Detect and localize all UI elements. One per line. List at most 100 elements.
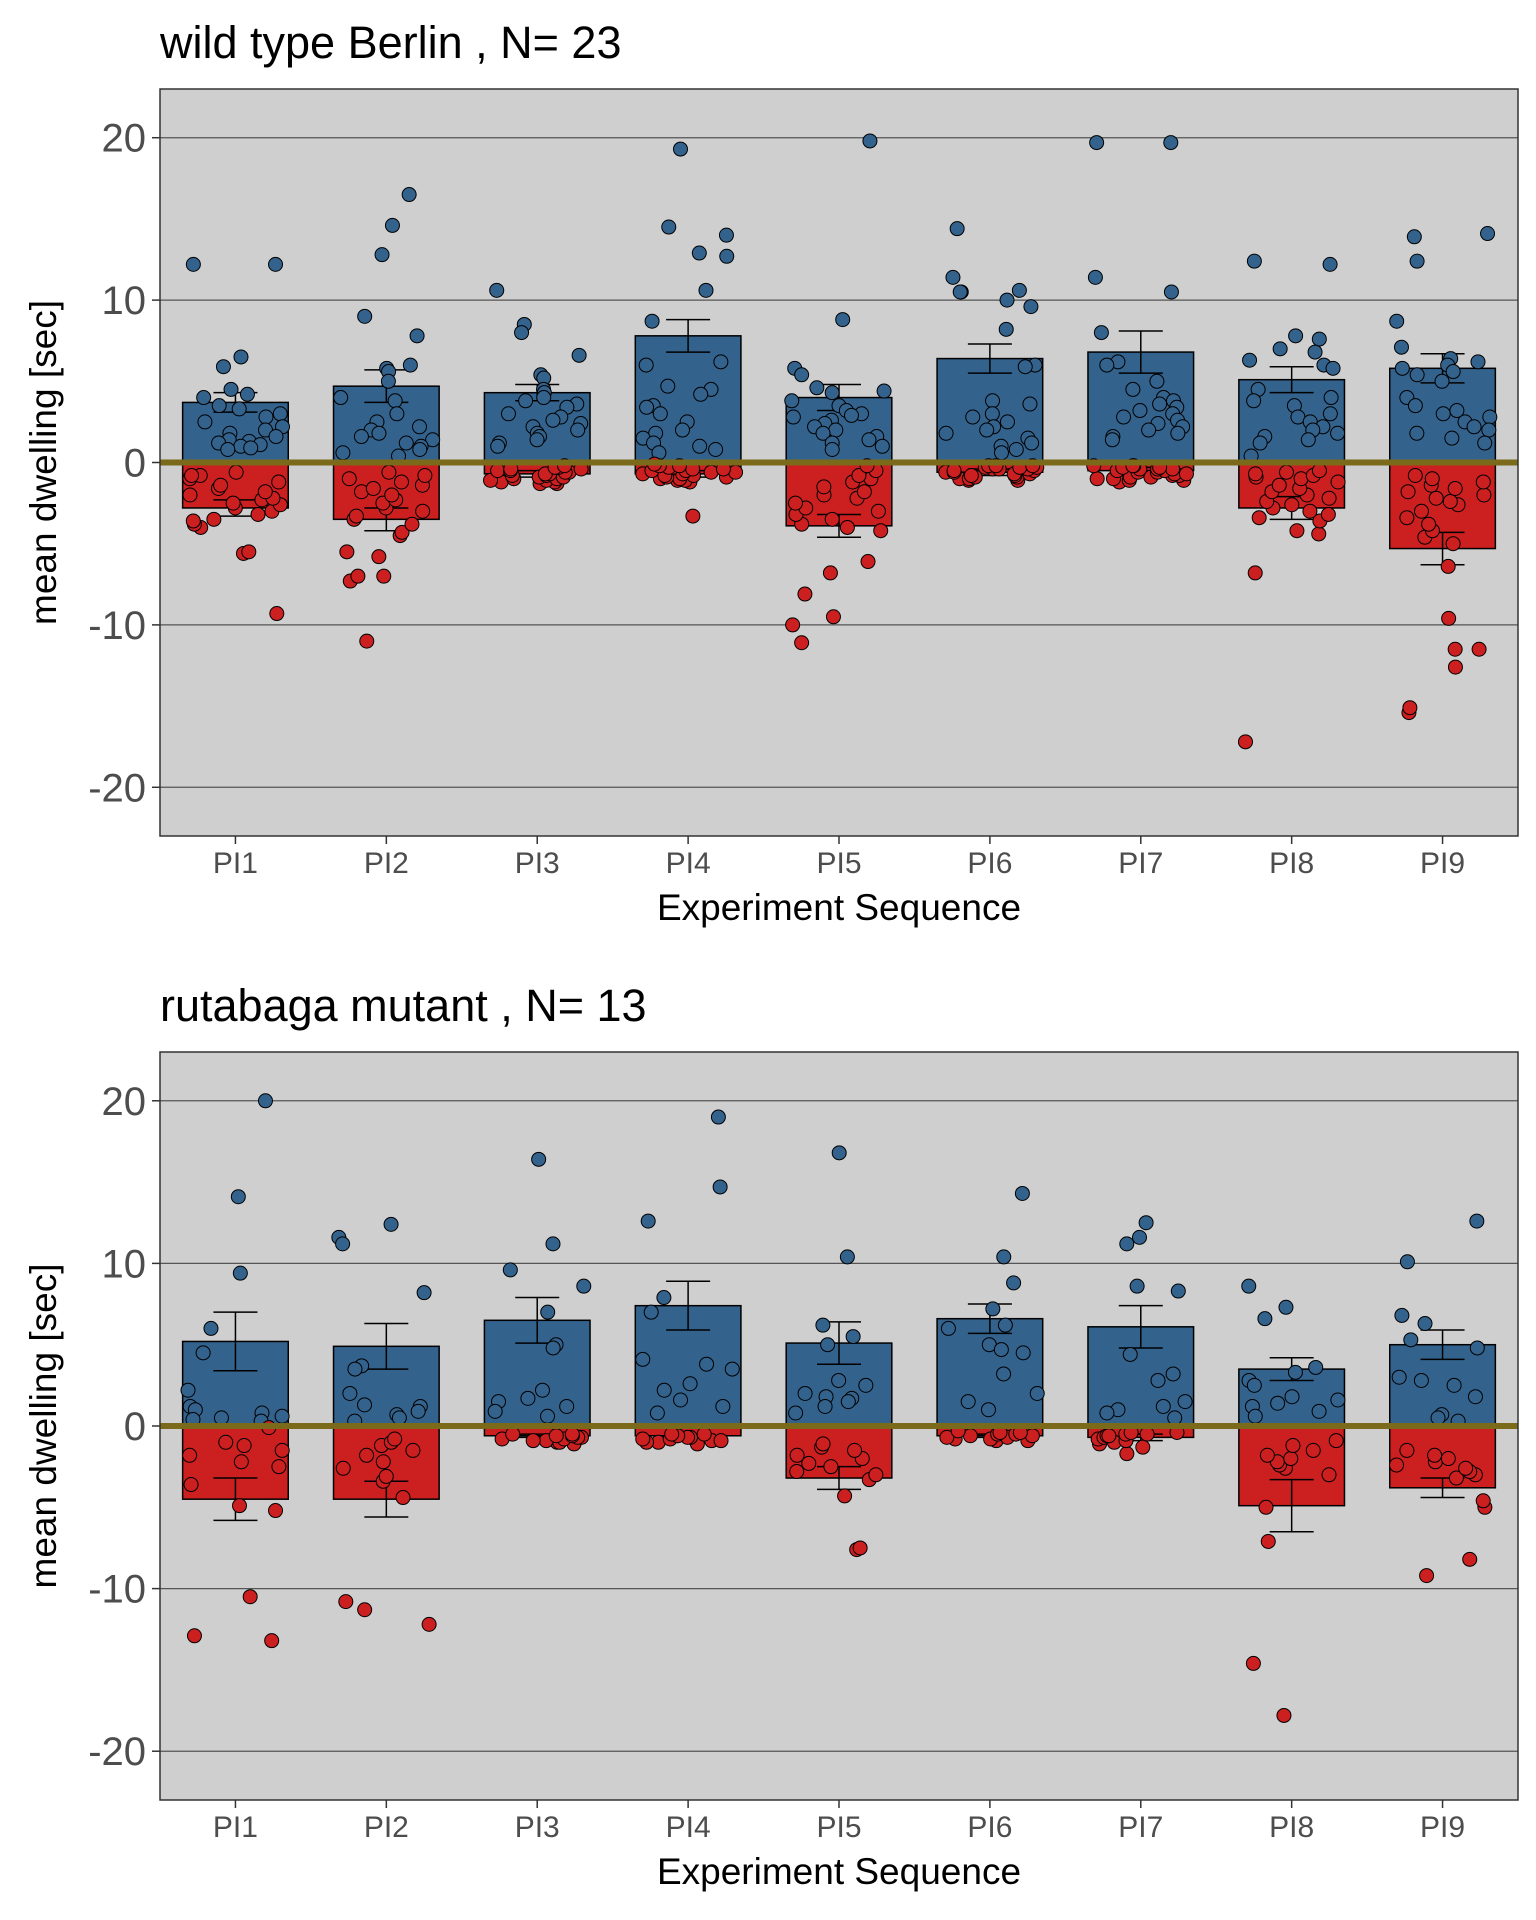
data-point bbox=[1307, 344, 1323, 360]
data-point bbox=[335, 1460, 351, 1476]
data-point bbox=[822, 565, 838, 581]
series-2 bbox=[181, 1420, 1497, 1723]
error-bar bbox=[213, 1477, 258, 1522]
data-point bbox=[797, 586, 813, 602]
data-point bbox=[1320, 506, 1336, 522]
data-point bbox=[1099, 357, 1115, 373]
data-point bbox=[213, 1410, 229, 1426]
error-bar bbox=[1118, 330, 1163, 374]
data-point bbox=[1245, 1655, 1261, 1671]
data-point bbox=[415, 503, 431, 519]
data-point bbox=[1170, 425, 1186, 441]
data-point bbox=[335, 1236, 351, 1252]
data-point bbox=[649, 1405, 665, 1421]
data-point bbox=[1448, 1470, 1464, 1486]
data-point bbox=[1287, 1364, 1303, 1380]
data-point bbox=[1466, 419, 1482, 435]
data-point bbox=[1399, 1442, 1415, 1458]
data-point bbox=[1476, 487, 1492, 503]
data-point bbox=[1246, 1377, 1262, 1393]
data-point bbox=[638, 357, 654, 373]
data-point bbox=[963, 467, 979, 483]
data-point bbox=[384, 217, 400, 233]
data-point bbox=[348, 508, 364, 524]
data-point bbox=[505, 1426, 521, 1442]
data-point bbox=[1458, 1460, 1474, 1476]
data-point bbox=[1421, 516, 1437, 532]
data-point bbox=[1305, 1442, 1321, 1458]
data-point bbox=[357, 308, 373, 324]
data-point bbox=[1447, 659, 1463, 675]
data-point bbox=[1328, 1433, 1344, 1449]
data-point bbox=[274, 1408, 290, 1424]
data-point bbox=[233, 349, 249, 365]
data-point bbox=[639, 399, 655, 415]
data-point bbox=[404, 516, 420, 532]
data-point bbox=[1022, 396, 1038, 412]
data-point bbox=[674, 422, 690, 438]
data-point bbox=[180, 1382, 196, 1398]
data-point bbox=[660, 378, 676, 394]
x-tick-label: PI9 bbox=[1420, 1811, 1465, 1844]
data-point bbox=[1014, 1185, 1030, 1201]
data-point bbox=[1471, 641, 1487, 657]
x-tick-label: PI3 bbox=[515, 1811, 560, 1844]
data-point bbox=[1284, 1389, 1300, 1405]
data-point bbox=[1446, 1377, 1462, 1393]
data-point bbox=[809, 380, 825, 396]
data-point bbox=[1152, 396, 1168, 412]
data-point bbox=[409, 328, 425, 344]
data-point bbox=[693, 386, 709, 402]
x-tick-label: PI2 bbox=[364, 847, 409, 880]
data-point bbox=[703, 464, 719, 480]
data-point bbox=[999, 292, 1015, 308]
data-point bbox=[1167, 1410, 1183, 1426]
y-tick-label: 10 bbox=[102, 279, 147, 323]
data-point bbox=[1104, 432, 1120, 448]
data-point bbox=[1394, 1307, 1410, 1323]
data-point bbox=[371, 425, 387, 441]
error-bar bbox=[364, 1322, 409, 1370]
data-point bbox=[380, 373, 396, 389]
data-point bbox=[945, 269, 961, 285]
data-point bbox=[1407, 467, 1423, 483]
x-tick-label: PI1 bbox=[213, 847, 258, 880]
data-point bbox=[847, 1442, 863, 1458]
data-point bbox=[559, 1398, 575, 1414]
data-point bbox=[1400, 484, 1416, 500]
data-point bbox=[487, 1403, 503, 1419]
data-point bbox=[831, 1372, 847, 1388]
data-point bbox=[1285, 1438, 1301, 1454]
data-point bbox=[785, 617, 801, 633]
x-tick-label: PI4 bbox=[666, 847, 711, 880]
data-point bbox=[643, 1304, 659, 1320]
data-point bbox=[365, 480, 381, 496]
data-point bbox=[1122, 1346, 1138, 1362]
data-point bbox=[545, 1236, 561, 1252]
data-point bbox=[788, 1405, 804, 1421]
data-point bbox=[185, 256, 201, 272]
data-point bbox=[724, 1361, 740, 1377]
data-point bbox=[412, 419, 428, 435]
data-point bbox=[1445, 536, 1461, 552]
data-point bbox=[1029, 1385, 1045, 1401]
data-point bbox=[230, 1189, 246, 1205]
data-point bbox=[1441, 610, 1457, 626]
data-point bbox=[529, 432, 545, 448]
data-point bbox=[851, 467, 867, 483]
data-point bbox=[213, 477, 229, 493]
data-point bbox=[996, 1249, 1012, 1265]
data-point bbox=[696, 1426, 712, 1442]
data-point bbox=[531, 1151, 547, 1167]
data-point bbox=[712, 1179, 728, 1195]
data-point bbox=[1289, 523, 1305, 539]
data-point bbox=[984, 406, 1000, 422]
x-tick-label: PI6 bbox=[967, 847, 1012, 880]
x-tick-label: PI4 bbox=[666, 1811, 711, 1844]
data-point bbox=[672, 141, 688, 157]
data-point bbox=[502, 1262, 518, 1278]
data-point bbox=[1023, 299, 1039, 315]
data-point bbox=[1246, 393, 1262, 409]
data-point bbox=[545, 1340, 561, 1356]
data-point bbox=[874, 438, 890, 454]
